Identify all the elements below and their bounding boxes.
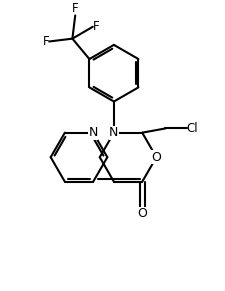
Text: Cl: Cl (186, 122, 197, 135)
Text: F: F (72, 2, 78, 15)
Text: F: F (42, 35, 49, 48)
Text: F: F (92, 20, 99, 33)
Text: N: N (88, 126, 97, 139)
Text: N: N (109, 126, 118, 139)
Text: O: O (137, 207, 146, 220)
Text: O: O (151, 151, 161, 164)
